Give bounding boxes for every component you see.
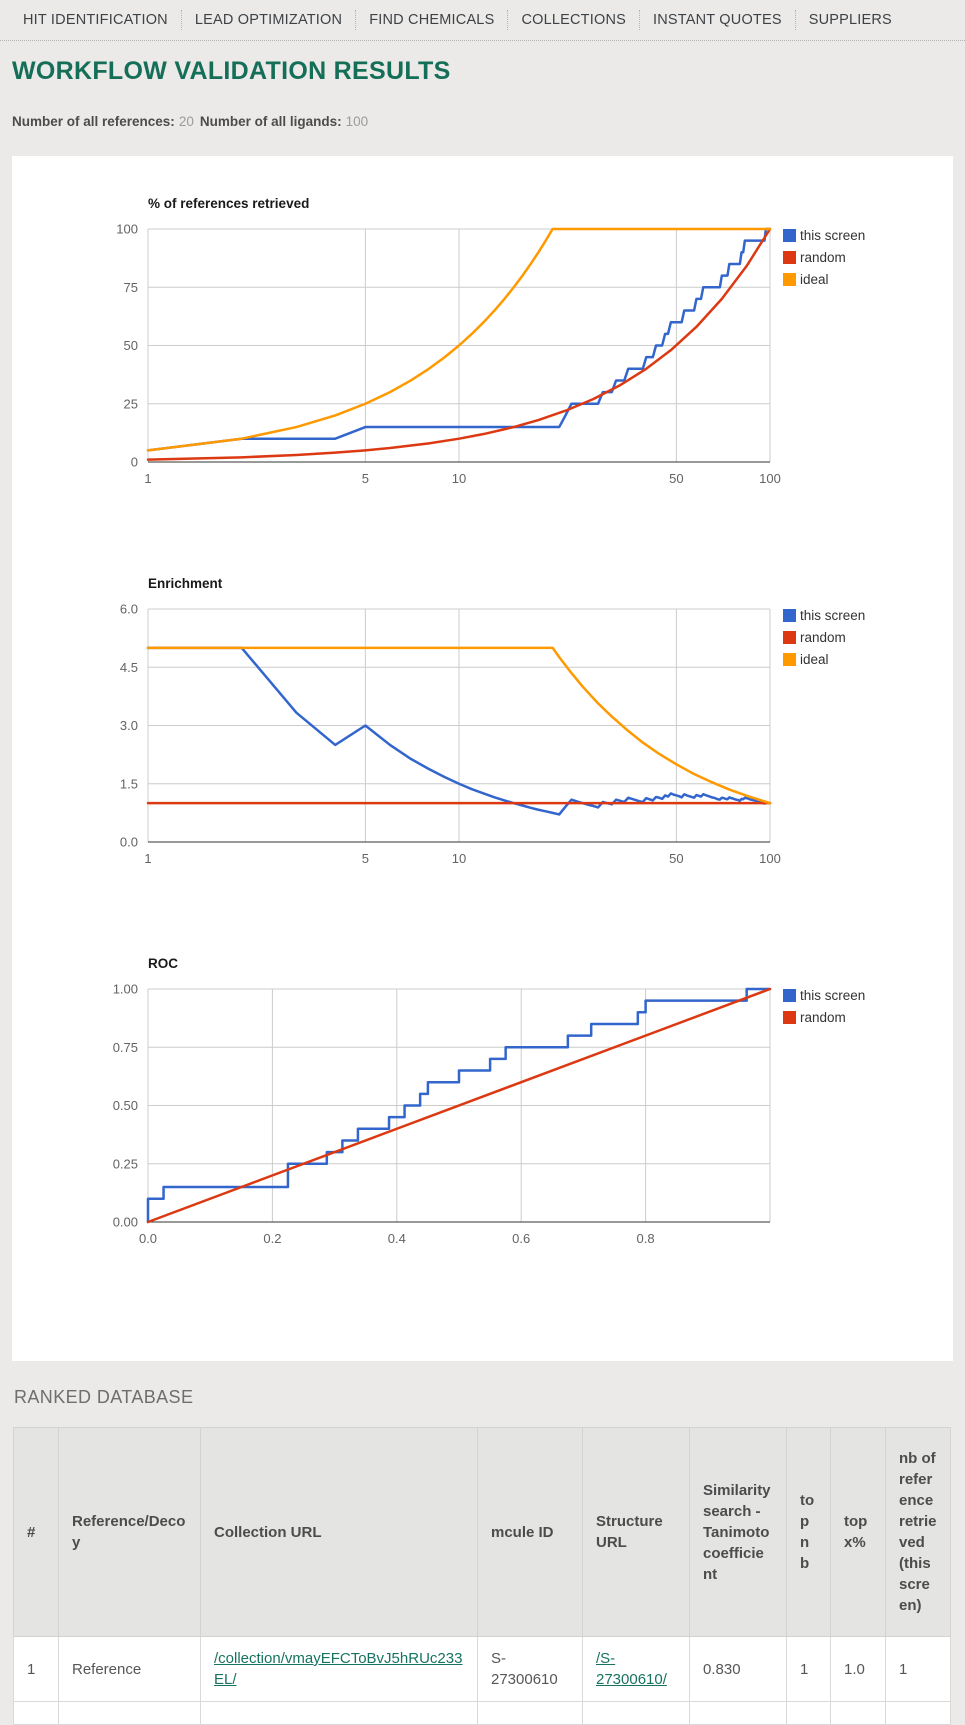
nav-item-hit-identification[interactable]: HIT IDENTIFICATION	[10, 10, 182, 30]
nav-item-lead-optimization[interactable]: LEAD OPTIMIZATION	[182, 10, 357, 30]
validation-summary: Number of all references: 20 Number of all…	[12, 113, 965, 130]
cell-reference_decoy: Reference	[58, 1636, 201, 1702]
svg-text:0.0: 0.0	[120, 835, 138, 850]
column-header-nb_retrieved: nb of reference retrieved (this screen)	[885, 1427, 951, 1637]
cell-top_nb	[786, 1701, 831, 1725]
svg-text:50: 50	[124, 338, 138, 353]
svg-text:0.8: 0.8	[637, 1231, 655, 1246]
svg-text:ROC: ROC	[148, 956, 178, 971]
table-row	[13, 1701, 951, 1725]
cell-nb_retrieved: 1	[885, 1636, 951, 1702]
svg-text:10: 10	[452, 471, 466, 486]
column-header-collection_url: Collection URL	[200, 1427, 478, 1637]
svg-text:0.25: 0.25	[113, 1156, 138, 1171]
collection_url-link[interactable]: /collection/vmayEFCToBvJ5hRUc233EL/	[214, 1650, 463, 1688]
svg-text:50: 50	[669, 471, 683, 486]
nav-item-find-chemicals[interactable]: FIND CHEMICALS	[356, 10, 509, 30]
svg-text:0.0: 0.0	[139, 1231, 157, 1246]
top-nav: HIT IDENTIFICATION LEAD OPTIMIZATION FIND …	[0, 0, 965, 41]
cell-nb_retrieved	[885, 1701, 951, 1725]
svg-text:3.0: 3.0	[120, 718, 138, 733]
svg-text:ideal: ideal	[800, 652, 829, 667]
cell-num: 1	[13, 1636, 59, 1702]
svg-text:100: 100	[116, 222, 138, 237]
svg-text:% of references retrieved: % of references retrieved	[148, 196, 309, 211]
table-header-row: # Reference/Decoy Collection URL mcule ID St…	[13, 1427, 951, 1637]
svg-text:this screen: this screen	[800, 228, 865, 243]
svg-text:random: random	[800, 630, 846, 645]
column-header-similarity: Similarity search - Tanimoto coefficient	[689, 1427, 787, 1637]
svg-text:this screen: this screen	[800, 988, 865, 1003]
cell-similarity: 0.830	[689, 1636, 787, 1702]
svg-text:0.6: 0.6	[512, 1231, 530, 1246]
nav-item-instant-quotes[interactable]: INSTANT QUOTES	[640, 10, 796, 30]
column-header-top_x: top x%	[830, 1427, 886, 1637]
column-header-reference_decoy: Reference/Decoy	[58, 1427, 201, 1637]
cell-structure_url: /S-27300610/	[582, 1636, 690, 1702]
ligands-count-label: Number of all ligands:	[199, 114, 342, 129]
chart-enrichment: Enrichment 0.0 1.5 3.0 4.5 6.0 1 5 10 50 100 this s…	[112, 574, 953, 872]
svg-text:0.2: 0.2	[263, 1231, 281, 1246]
column-header-structure_url: Structure URL	[582, 1427, 690, 1637]
column-header-mcule_id: mcule ID	[477, 1427, 583, 1637]
cell-mcule_id: S-27300610	[477, 1636, 583, 1702]
cell-reference_decoy	[58, 1701, 201, 1725]
cell-structure_url	[582, 1701, 690, 1725]
svg-text:Enrichment: Enrichment	[148, 576, 223, 591]
references-count-value: 20	[178, 114, 194, 129]
svg-text:75: 75	[124, 280, 138, 295]
cell-top_nb: 1	[786, 1636, 831, 1702]
cell-num	[13, 1701, 59, 1725]
svg-text:6.0: 6.0	[120, 602, 138, 617]
references-count-label: Number of all references:	[12, 114, 175, 129]
page-title: WORKFLOW VALIDATION RESULTS	[12, 57, 451, 85]
svg-text:0.50: 0.50	[113, 1098, 138, 1113]
column-header-top_nb: top nb	[786, 1427, 831, 1637]
svg-text:random: random	[800, 1010, 846, 1025]
cell-collection_url	[200, 1701, 478, 1725]
svg-text:0.00: 0.00	[113, 1215, 138, 1230]
svg-text:this screen: this screen	[800, 608, 865, 623]
svg-text:0: 0	[131, 455, 138, 470]
column-header-num: #	[13, 1427, 59, 1637]
ligands-count-value: 100	[345, 114, 369, 129]
svg-text:4.5: 4.5	[120, 660, 138, 675]
nav-item-collections[interactable]: COLLECTIONS	[508, 10, 640, 30]
chart-roc: ROC 0.00 0.25 0.50 0.75 1.00 0.0 0.2 0.4 0.6 0.8 th…	[112, 954, 953, 1252]
svg-text:1: 1	[144, 471, 151, 486]
svg-text:0.75: 0.75	[113, 1040, 138, 1055]
svg-text:1: 1	[144, 851, 151, 866]
svg-text:random: random	[800, 250, 846, 265]
svg-text:5: 5	[362, 851, 369, 866]
svg-text:1.5: 1.5	[120, 776, 138, 791]
cell-top_x: 1.0	[830, 1636, 886, 1702]
svg-text:10: 10	[452, 851, 466, 866]
cell-similarity	[689, 1701, 787, 1725]
svg-text:5: 5	[362, 471, 369, 486]
svg-text:25: 25	[124, 396, 138, 411]
svg-text:50: 50	[669, 851, 683, 866]
cell-collection_url: /collection/vmayEFCToBvJ5hRUc233EL/	[200, 1636, 478, 1702]
cell-top_x	[830, 1701, 886, 1725]
svg-text:100: 100	[759, 471, 781, 486]
table-row: 1 Reference/collection/vmayEFCToBvJ5hRUc2…	[13, 1636, 951, 1702]
nav-item-suppliers[interactable]: SUPPLIERS	[808, 12, 892, 28]
svg-text:1.00: 1.00	[113, 982, 138, 997]
svg-text:0.4: 0.4	[388, 1231, 406, 1246]
svg-text:ideal: ideal	[800, 272, 829, 287]
cell-mcule_id	[477, 1701, 583, 1725]
chart-of-references-retrieved: % of references retrieved 0 25 50 75 100 1 5 10 5…	[112, 194, 953, 492]
ranked-database-heading: RANKED DATABASE	[14, 1387, 194, 1407]
ranked-database-table: # Reference/Decoy Collection URL mcule ID St…	[13, 1427, 951, 1725]
charts-panel: % of references retrieved 0 25 50 75 100 1 5 10 5…	[12, 156, 953, 1361]
svg-text:100: 100	[759, 851, 781, 866]
structure_url-link[interactable]: /S-27300610/	[596, 1650, 667, 1688]
